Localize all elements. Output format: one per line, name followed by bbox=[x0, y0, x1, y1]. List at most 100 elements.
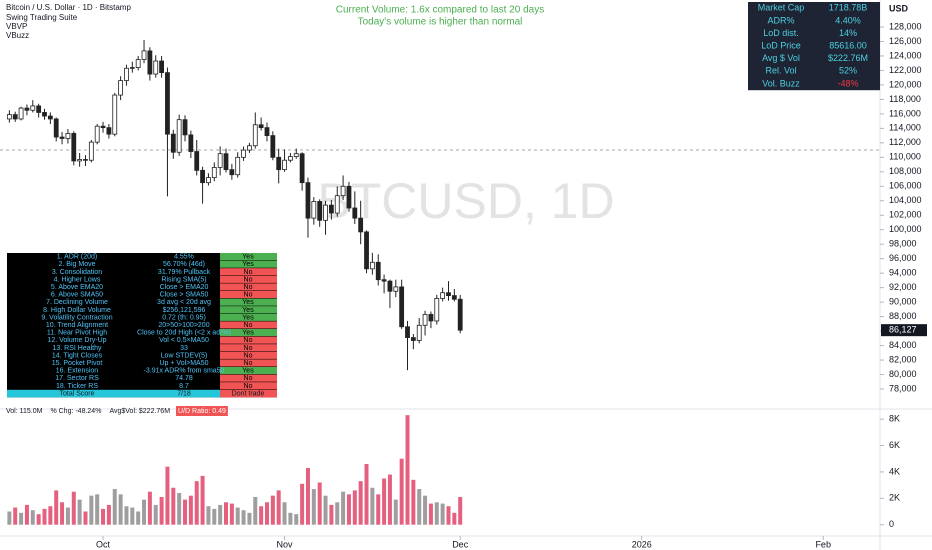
volume-bar bbox=[124, 506, 129, 525]
candle-body bbox=[83, 159, 88, 161]
metric-value: 1718.78B bbox=[829, 3, 868, 13]
annotation: Today's volume is higher than normal bbox=[358, 17, 523, 28]
volume-bar bbox=[446, 506, 451, 525]
result-cell bbox=[220, 329, 277, 337]
volume-bar bbox=[65, 507, 70, 525]
y-tick-label: 124,000 bbox=[889, 50, 922, 60]
candle-body bbox=[387, 280, 393, 292]
y-tick-label: 6K bbox=[889, 440, 900, 450]
check-result: No bbox=[244, 337, 253, 344]
volume-bar bbox=[48, 506, 53, 525]
volume-bar bbox=[282, 502, 287, 525]
candle-body bbox=[334, 195, 340, 214]
result-cell bbox=[220, 344, 277, 352]
check-label: 5. Above EMA20 bbox=[51, 284, 103, 291]
volume-bar bbox=[177, 493, 182, 525]
candle-body bbox=[200, 169, 205, 184]
volume-bar bbox=[341, 491, 346, 525]
candle-body bbox=[317, 201, 323, 221]
currency: USD bbox=[889, 3, 909, 13]
check-result: No bbox=[244, 269, 253, 276]
total-result-cell bbox=[220, 389, 277, 398]
candle-body bbox=[323, 204, 328, 221]
candle-body bbox=[159, 60, 164, 74]
candle-body bbox=[47, 115, 53, 120]
check-label: 11. Near Pivot High bbox=[47, 330, 107, 337]
candle-body bbox=[36, 105, 42, 113]
volume-bar bbox=[7, 511, 12, 525]
y-tick-label: 102,000 bbox=[889, 210, 922, 220]
check-value: 20>50>100>200 bbox=[158, 322, 209, 329]
volume-bar bbox=[411, 479, 416, 525]
volume-bar bbox=[417, 489, 422, 525]
volume-bar bbox=[264, 502, 269, 525]
y-tick-label: 110,000 bbox=[889, 152, 921, 162]
volume-info: Vol: 115.0M bbox=[6, 408, 43, 415]
volume-bar bbox=[218, 504, 223, 525]
metric-value: -48% bbox=[837, 78, 858, 88]
y-tick-label: 8K bbox=[889, 414, 900, 424]
check-value: 8.7 bbox=[179, 383, 189, 390]
check-label: 8. High Dollar Volume bbox=[43, 307, 111, 314]
candle-body bbox=[170, 133, 176, 153]
volume-bar bbox=[159, 496, 164, 525]
candle-body bbox=[88, 141, 94, 161]
candle-body bbox=[211, 167, 217, 178]
y-tick-label: 84,000 bbox=[889, 340, 917, 350]
volume-bar bbox=[106, 504, 111, 525]
volume-bar bbox=[294, 514, 299, 525]
result-cell bbox=[220, 291, 277, 299]
result-cell bbox=[220, 306, 277, 314]
volume-bar bbox=[370, 487, 375, 525]
volume-bar bbox=[358, 481, 363, 525]
volume-bar bbox=[346, 494, 351, 525]
volume-bar bbox=[382, 478, 387, 525]
candle-body bbox=[24, 107, 30, 111]
total-value: 7/18 bbox=[177, 390, 191, 397]
volume-bar bbox=[311, 489, 316, 525]
metric-label: Rel. Vol bbox=[765, 66, 796, 76]
metric-label: Market Cap bbox=[758, 3, 805, 13]
volume-bar bbox=[423, 495, 428, 525]
candle-body bbox=[393, 286, 399, 292]
volume-bar bbox=[89, 495, 94, 525]
candle-body bbox=[182, 119, 188, 136]
metric-value: 85616.00 bbox=[829, 40, 867, 50]
check-result: No bbox=[244, 345, 253, 352]
candle-body bbox=[77, 159, 83, 162]
candle-body bbox=[247, 145, 252, 151]
candle-body bbox=[428, 314, 434, 322]
result-cell bbox=[220, 275, 277, 283]
check-result: No bbox=[244, 284, 253, 291]
indicator-name: VBVP bbox=[6, 22, 27, 31]
result-cell bbox=[220, 382, 277, 390]
check-label: 18. Ticker RS bbox=[56, 383, 98, 390]
check-label: 2. Big Move bbox=[59, 261, 96, 268]
candle-body bbox=[346, 185, 352, 209]
volume-bar bbox=[335, 502, 340, 525]
check-result: Yes bbox=[242, 368, 254, 375]
watermark: BTCUSD, 1D bbox=[317, 173, 614, 229]
check-label: 13. RSI Healthy bbox=[52, 345, 102, 352]
metric-label: ADR% bbox=[767, 15, 794, 25]
indicator-name: VBuzz bbox=[6, 31, 29, 40]
candle-body bbox=[188, 134, 194, 152]
y-tick-label: 92,000 bbox=[889, 282, 917, 292]
candle-body bbox=[288, 156, 293, 161]
metrics-table bbox=[748, 2, 880, 91]
check-label: 7. Declining Volume bbox=[46, 299, 108, 306]
candle-body bbox=[241, 149, 246, 158]
candle-body bbox=[42, 112, 47, 117]
x-tick-label: Nov bbox=[277, 539, 294, 549]
volume-info: Avg$Vol: $222.76M bbox=[109, 408, 170, 415]
y-tick-label: 104,000 bbox=[889, 195, 922, 205]
volume-bar bbox=[452, 512, 457, 525]
volume-bar bbox=[259, 506, 264, 525]
volume-bar bbox=[212, 508, 217, 525]
metric-value: $222.76M bbox=[828, 53, 868, 63]
check-label: 6. Above SMA50 bbox=[51, 292, 103, 299]
volume-bar bbox=[42, 508, 47, 525]
volume-bar bbox=[194, 481, 199, 525]
candle-body bbox=[6, 114, 12, 120]
y-tick-label: 82,000 bbox=[889, 354, 917, 364]
